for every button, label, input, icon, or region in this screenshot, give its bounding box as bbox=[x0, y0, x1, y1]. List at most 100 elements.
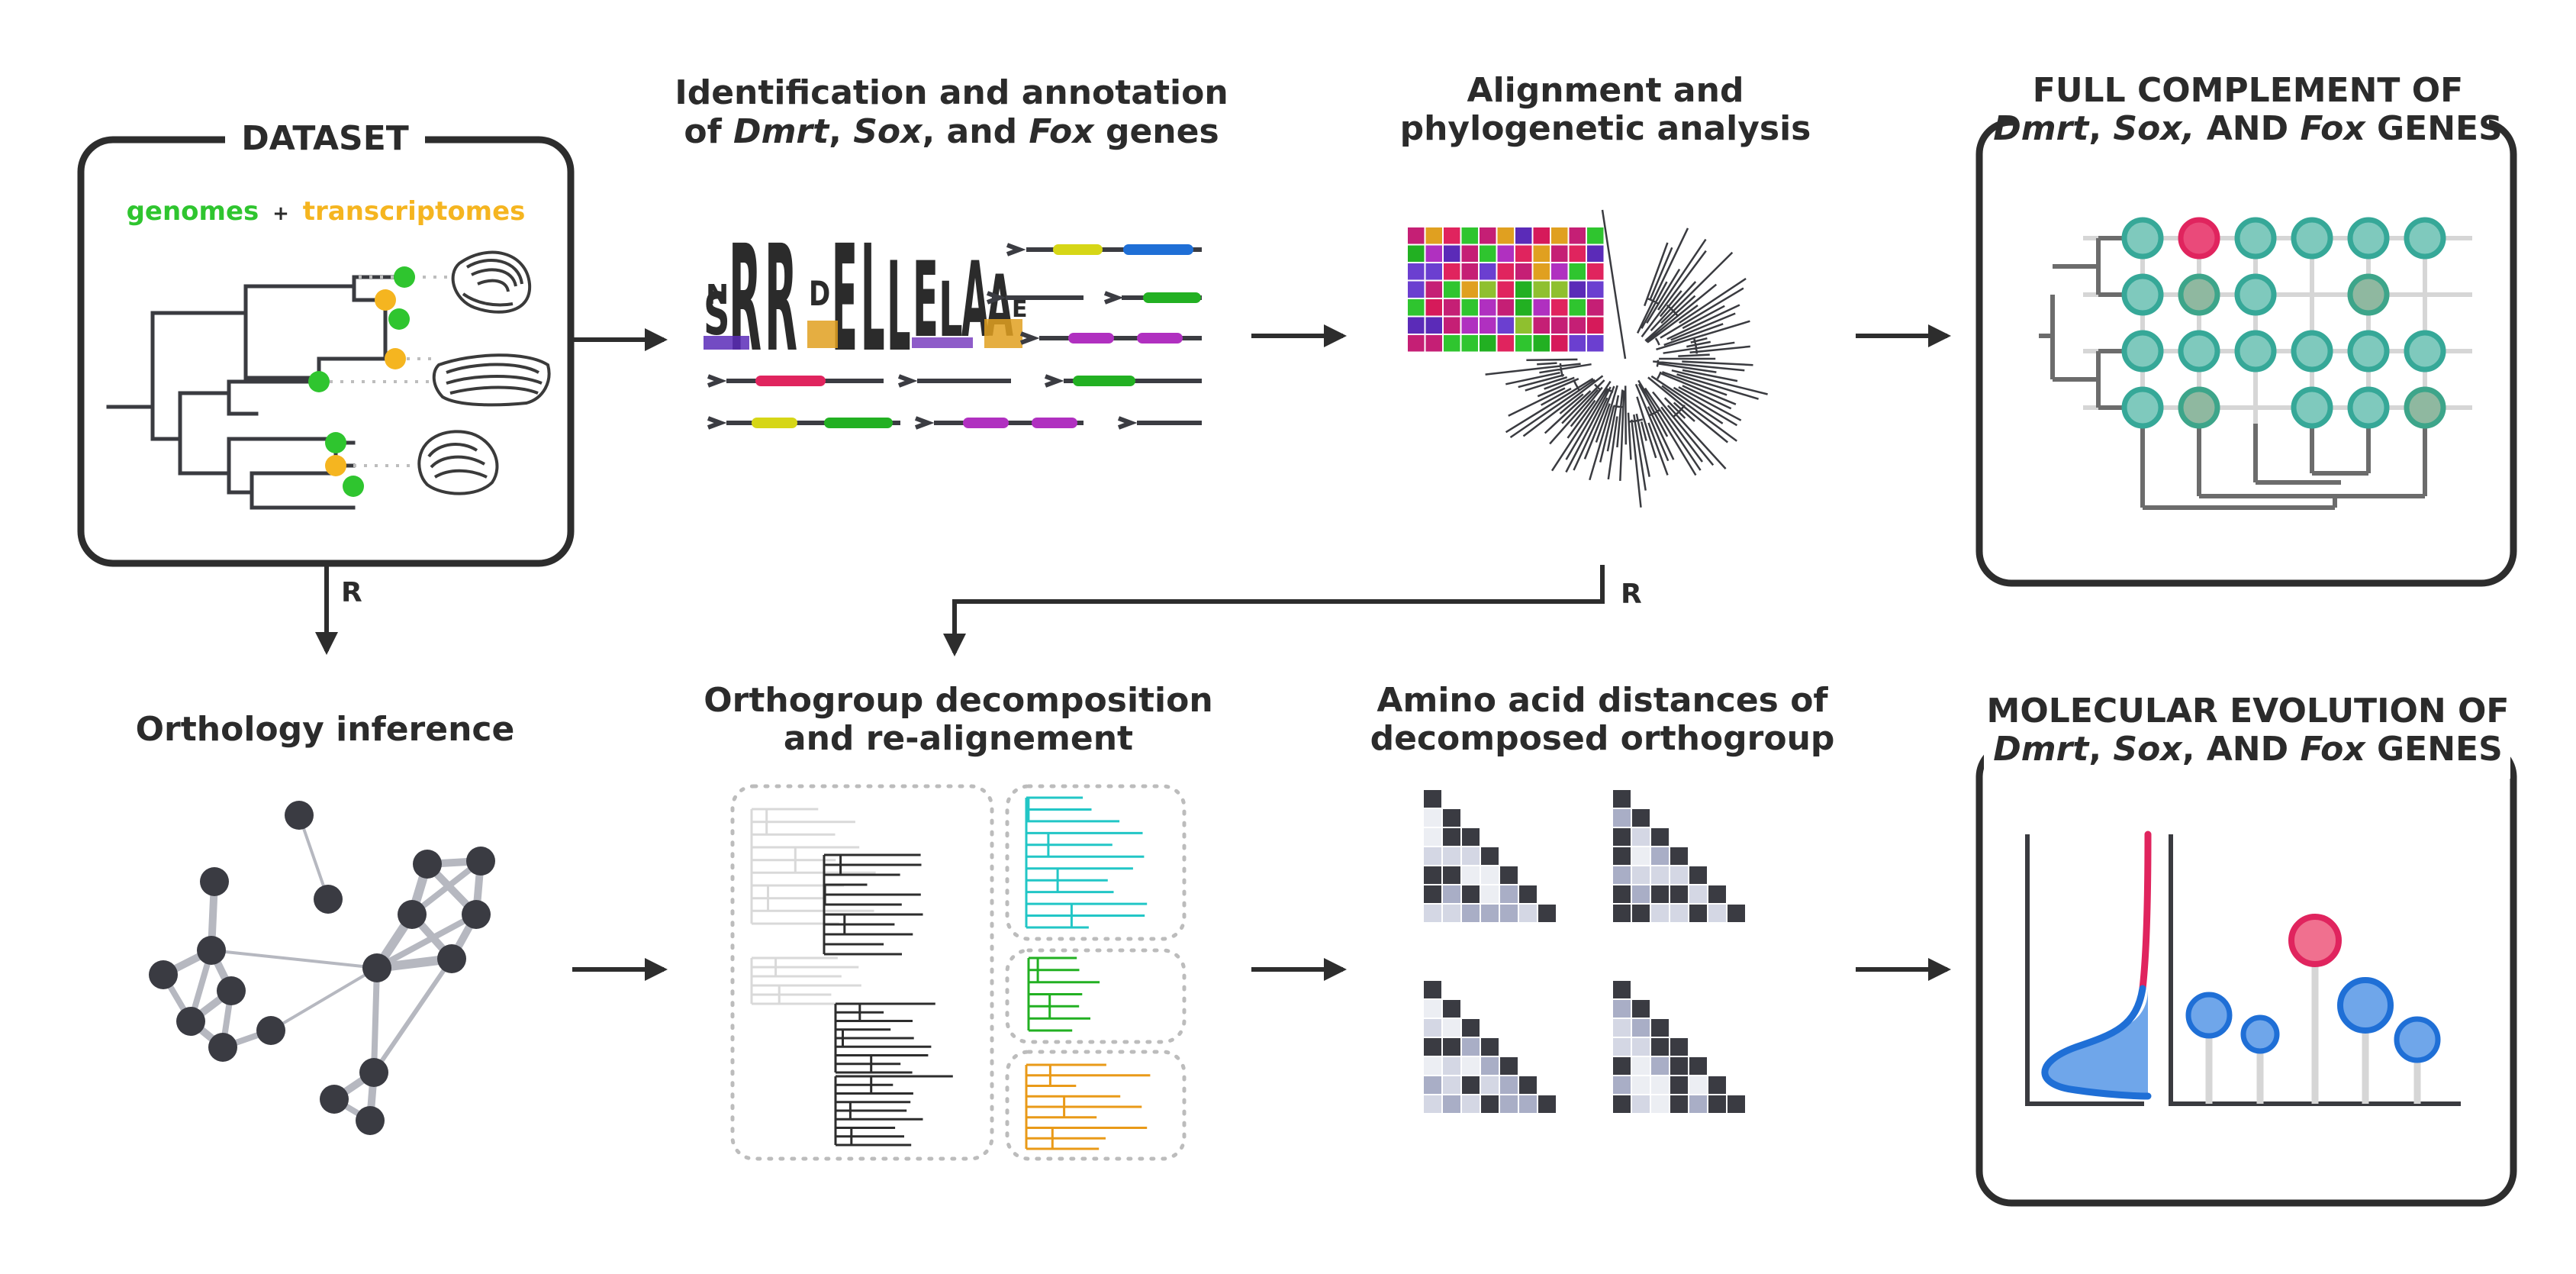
genome-dot bbox=[325, 432, 346, 453]
gene-present bbox=[2121, 330, 2164, 373]
distance-cell bbox=[1613, 790, 1631, 808]
species-tree bbox=[106, 275, 407, 510]
dataset-panel: DATASET genomes + transcriptomes bbox=[77, 114, 575, 567]
distance-cell bbox=[1632, 905, 1650, 922]
distance-cell bbox=[1689, 1076, 1707, 1094]
gene-present bbox=[2121, 217, 2164, 260]
complement-panel: FULL COMPLEMENT OF Dmrt, Sox, AND Fox GE… bbox=[1975, 69, 2517, 587]
gene-present bbox=[2234, 217, 2277, 260]
alignment-cell bbox=[1569, 299, 1586, 316]
transcriptome-dot bbox=[375, 289, 396, 311]
gene-present-variant bbox=[2347, 273, 2390, 316]
distance-cell bbox=[1651, 1038, 1669, 1056]
distance-cell bbox=[1462, 1095, 1480, 1113]
gene-present bbox=[2347, 217, 2390, 260]
decomposition-panel: Orthogroup decomposition and re-aligneme… bbox=[704, 681, 1213, 1161]
distance-cell bbox=[1500, 905, 1518, 922]
alignment-cell bbox=[1444, 281, 1460, 298]
lollipop-head bbox=[2240, 1014, 2280, 1054]
network-node bbox=[437, 944, 466, 973]
alignment-cell bbox=[1587, 335, 1604, 352]
alignment-cell bbox=[1461, 227, 1478, 244]
alignment-cell bbox=[1444, 245, 1460, 262]
logo-letter: E bbox=[832, 214, 858, 385]
alignment-cell bbox=[1587, 245, 1604, 262]
circular-phylogeny bbox=[1485, 209, 1768, 508]
distance-cell bbox=[1632, 1076, 1650, 1094]
network-node bbox=[208, 1033, 237, 1062]
distance-cell bbox=[1728, 1095, 1745, 1113]
distance-cell bbox=[1689, 885, 1707, 903]
flow-arrows: R R bbox=[315, 324, 1951, 981]
alignment-cell bbox=[1587, 299, 1604, 316]
network-edge bbox=[374, 911, 479, 971]
distance-cell bbox=[1670, 1095, 1688, 1113]
distance-cell bbox=[1424, 1019, 1441, 1037]
alignment-cell bbox=[1551, 227, 1568, 244]
alignment-cell bbox=[1533, 227, 1550, 244]
alignment-cell bbox=[1533, 335, 1550, 352]
selection-density-plot bbox=[2025, 831, 2152, 1106]
identification-panel: Identification and annotation of Dmrt, S… bbox=[675, 73, 1228, 430]
arrow-alignment-to-decomposition bbox=[943, 565, 1605, 656]
lollipop-plot bbox=[2169, 834, 2461, 1106]
alignment-cell bbox=[1587, 227, 1604, 244]
distance-cell bbox=[1632, 1019, 1650, 1037]
distance-cell bbox=[1443, 905, 1460, 922]
gene-fox: Fox bbox=[2300, 730, 2366, 769]
alignment-cell bbox=[1497, 317, 1514, 334]
distance-cell bbox=[1651, 1095, 1669, 1113]
alignment-cell bbox=[1515, 317, 1532, 334]
distance-cell bbox=[1424, 1076, 1441, 1094]
alignment-cell bbox=[1425, 263, 1442, 280]
distance-cell bbox=[1462, 885, 1480, 903]
alignment-cell bbox=[1497, 245, 1514, 262]
gene-sox: Sox bbox=[2113, 730, 2183, 769]
distance-cell bbox=[1613, 981, 1631, 998]
orthology-panel: Orthology inference bbox=[136, 710, 514, 1135]
alignment-cell bbox=[1515, 299, 1532, 316]
alignment-cell bbox=[1569, 335, 1586, 352]
distance-cell bbox=[1632, 828, 1650, 846]
plus-sign: + bbox=[272, 202, 289, 225]
distance-cell bbox=[1462, 866, 1480, 884]
alignment-cell bbox=[1461, 281, 1478, 298]
evolution-box bbox=[1975, 741, 2517, 1207]
alignment-cell bbox=[1497, 299, 1514, 316]
distance-cell bbox=[1500, 866, 1518, 884]
alignment-cell bbox=[1444, 317, 1460, 334]
distance-cell bbox=[1424, 847, 1441, 865]
logo-letter: R bbox=[765, 214, 797, 385]
logo-letter: L bbox=[887, 236, 911, 379]
distance-cell bbox=[1481, 905, 1499, 922]
lollipop-head-selected bbox=[2288, 914, 2342, 967]
alignment-cell bbox=[1425, 335, 1442, 352]
distance-cell bbox=[1651, 828, 1669, 846]
distance-cell bbox=[1462, 828, 1480, 846]
distance-cell bbox=[1651, 885, 1669, 903]
distance-cell bbox=[1443, 1076, 1460, 1094]
gene-present bbox=[2121, 386, 2164, 429]
alignment-cell bbox=[1425, 281, 1442, 298]
distance-cell bbox=[1462, 847, 1480, 865]
gene-present-variant bbox=[2178, 386, 2220, 429]
gene-present-variant bbox=[2178, 273, 2220, 316]
alignment-cell bbox=[1551, 317, 1568, 334]
subtree-orange bbox=[1025, 1063, 1151, 1150]
network-edge bbox=[269, 966, 378, 1032]
transcriptomes-label: transcriptomes bbox=[303, 196, 526, 227]
distance-cell bbox=[1651, 847, 1669, 865]
alignment-cell bbox=[1569, 227, 1586, 244]
distance-cell bbox=[1462, 1076, 1480, 1094]
alignment-cell bbox=[1425, 299, 1442, 316]
logo-letter: R bbox=[729, 214, 762, 385]
genome-dot bbox=[308, 371, 330, 392]
alignment-cell bbox=[1461, 299, 1478, 316]
decomposition-title-line1: Orthogroup decomposition bbox=[704, 681, 1212, 720]
distance-cell bbox=[1689, 1057, 1707, 1075]
lollipop-head bbox=[2185, 992, 2233, 1039]
alignment-cell bbox=[1408, 245, 1425, 262]
distance-cell bbox=[1613, 905, 1631, 922]
dataset-title: DATASET bbox=[241, 119, 409, 158]
gene-present bbox=[2178, 330, 2220, 373]
